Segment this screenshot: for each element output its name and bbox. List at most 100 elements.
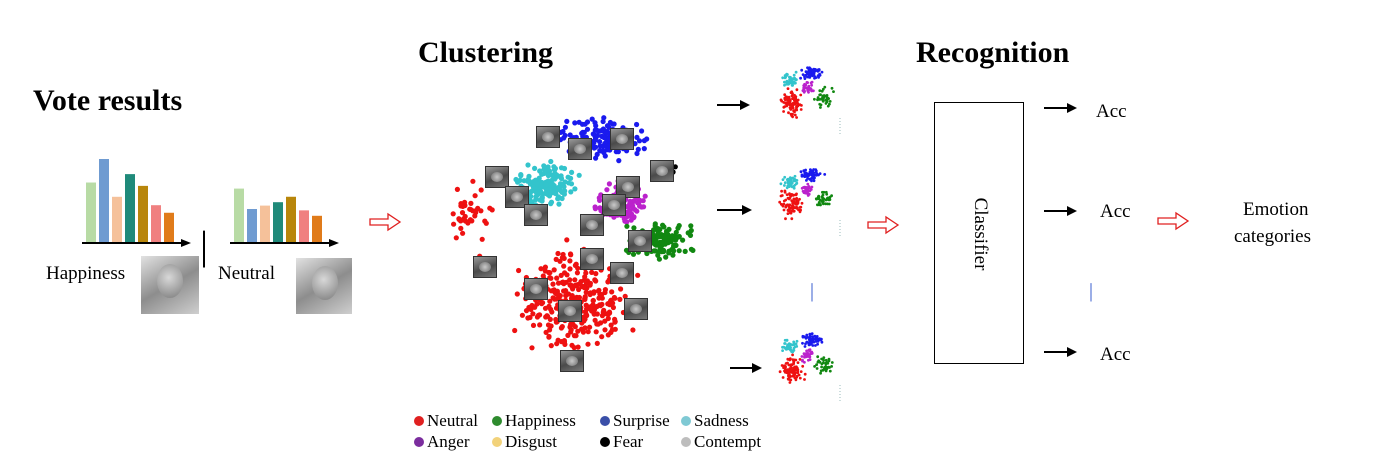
neutral-cluster-point: [460, 230, 466, 236]
surprise-cluster-point: [580, 129, 586, 135]
mini-map-3-happiness-point: [819, 369, 823, 373]
mini-map-2-happiness-point: [818, 201, 821, 205]
surprise-cluster-point: [635, 146, 641, 152]
neutral-cluster-point: [557, 258, 563, 264]
mini-map-1-happiness-point: [819, 103, 823, 107]
sadness-cluster-point: [568, 175, 574, 181]
face-thumbnail: [610, 128, 634, 150]
surprise-cluster-point: [562, 124, 569, 130]
mini-map-3-neutral-point: [786, 369, 789, 373]
mini-map-2-surprise-point: [823, 173, 827, 176]
neutral-cluster-point: [593, 329, 599, 335]
legend-label: Neutral: [427, 411, 478, 430]
neutral-cluster-point: [537, 322, 543, 328]
sadness-cluster-point: [545, 172, 552, 179]
mini-map-1-happiness-point: [818, 89, 822, 93]
mini-map-3-happiness-point: [822, 356, 826, 359]
neutral-cluster-point: [583, 311, 589, 317]
anger-cluster-point: [624, 213, 631, 219]
mini-map-1-neutral-point: [783, 93, 787, 97]
happiness-cluster-point: [663, 254, 669, 260]
mini-map-1-anger-point: [809, 81, 813, 85]
mini-map-3-happiness-point: [824, 358, 828, 362]
face-thumbnail: [524, 278, 548, 300]
mini-map-3-surprise-point: [804, 336, 808, 340]
neutral-cluster-point: [582, 294, 588, 300]
neutral-cluster-point: [589, 269, 595, 275]
neutral-cluster-point: [551, 267, 557, 273]
mini-map-2-neutral-point: [781, 204, 785, 208]
happiness-cluster-point: [688, 246, 695, 252]
surprise-cluster-point: [576, 119, 582, 125]
neutral-cluster-point: [470, 178, 476, 184]
neutral-cluster-point: [567, 258, 573, 264]
legend-label: Surprise: [613, 411, 670, 430]
neutral-cluster-point: [487, 205, 493, 211]
mini-map-2-sadness-point: [779, 182, 783, 186]
neutral-cluster-point: [530, 322, 537, 328]
mini-map-3-surprise-point: [811, 344, 815, 347]
mini-map-3-neutral-point: [789, 378, 792, 382]
neutral-cluster-point: [608, 322, 614, 328]
arrow-to-mini-2-head: [742, 205, 752, 215]
sadness-cluster-point: [541, 163, 547, 169]
mini-map-1-sadness-point: [783, 80, 786, 84]
mini-map-3-sadness-point: [787, 344, 791, 348]
mini-map-2-neutral-point: [795, 206, 799, 210]
mini-map-1-sadness-point: [794, 70, 798, 74]
neutral-cluster-point: [595, 321, 601, 327]
neutral-cluster-point: [575, 344, 581, 350]
mini-map-2-neutral-point: [784, 205, 788, 209]
classifier-label: Classifier: [970, 197, 991, 271]
neutral-cluster-point: [580, 329, 587, 335]
happiness-cluster-point: [666, 226, 672, 232]
neutral-cluster-point: [596, 287, 602, 293]
surprise-cluster-point: [636, 138, 643, 144]
surprise-cluster-point: [582, 121, 588, 127]
mini-map-3-sadness-point: [785, 338, 789, 342]
legend-swatch: [492, 437, 502, 447]
mini-map-2-neutral-point: [782, 208, 786, 212]
neutral-cluster-point: [569, 293, 575, 299]
mini-map-3-sadness-point: [795, 339, 799, 343]
mini-map-1-surprise-point: [801, 73, 805, 76]
mini-map-1-neutral-point: [792, 96, 795, 100]
mini-map-3-happiness-point: [828, 369, 832, 373]
sadness-cluster-point: [530, 184, 537, 190]
mini-map-3-happiness-point: [827, 357, 831, 361]
mini-map-1-happiness-point: [828, 102, 831, 106]
mini-map-2-neutral-point: [786, 208, 790, 212]
legend-label: Disgust: [505, 432, 557, 451]
surprise-cluster-point: [597, 139, 603, 145]
neutral-cluster-point: [555, 337, 561, 343]
mini-map-1-happiness-point: [813, 97, 816, 101]
legend-item-anger: Anger: [414, 432, 469, 452]
legend-swatch: [414, 416, 424, 426]
mini-map-2-sadness-point: [789, 180, 793, 184]
mini-map-2-neutral-point: [791, 204, 794, 208]
mini-map-2-sadness-point: [785, 178, 789, 182]
mini-map-2-anger-point: [806, 185, 810, 189]
sadness-cluster-point: [561, 165, 568, 172]
neutral-cluster-point: [622, 293, 628, 299]
neutral-cluster-point: [478, 187, 484, 193]
neutral-cluster-point: [576, 281, 582, 287]
neutral-cluster-point: [554, 275, 560, 281]
neutral-histogram-bar: [273, 202, 283, 243]
mini-map-3-surprise-point: [820, 340, 824, 344]
mini-map-2-happiness-point: [816, 203, 819, 207]
mini-map-3-sadness-point: [787, 342, 791, 346]
mini-map-1-neutral-point: [790, 94, 794, 98]
mini-map-2-anger-point: [806, 194, 810, 197]
mini-map-1-sadness-point: [792, 77, 796, 81]
mini-map-2-sadness-point: [793, 174, 797, 178]
neutral-cluster-point: [561, 281, 567, 287]
neutral-label: Neutral: [218, 263, 275, 284]
mini-map-1-neutral-point: [799, 93, 803, 97]
mini-map-3-surprise-point: [811, 335, 815, 339]
mini-map-2-surprise-point: [809, 169, 813, 173]
mini-map-1-happiness-point: [830, 86, 834, 90]
mini-map-1-surprise-point: [804, 73, 808, 77]
happiness-cluster-point: [660, 222, 666, 228]
legend-swatch: [600, 416, 610, 426]
